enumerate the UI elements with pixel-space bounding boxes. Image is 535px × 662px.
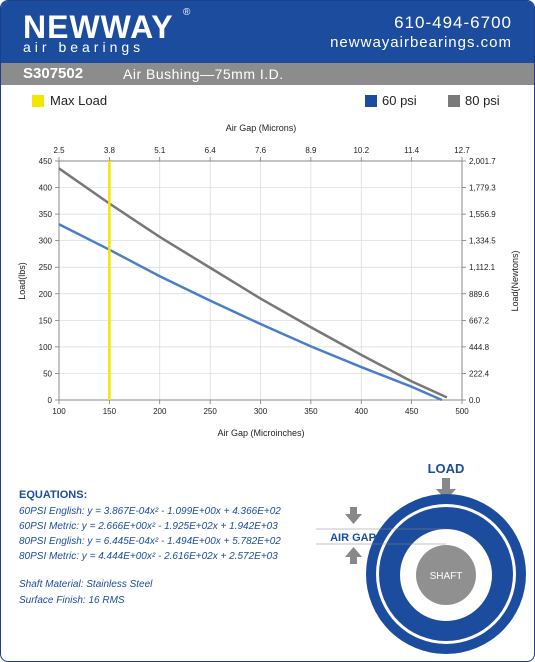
- x-tick-label: 250: [203, 407, 217, 416]
- 80psi-swatch: [448, 95, 460, 107]
- y-tick-label: 400: [39, 184, 53, 193]
- logo: NEWWAY: [23, 9, 174, 45]
- plot-frame: [58, 160, 463, 401]
- x2-tick-label: 5.1: [154, 146, 166, 155]
- y-tick-label: 350: [39, 210, 53, 219]
- shaft: [416, 545, 476, 605]
- y2-tick-label: 667.2: [469, 316, 490, 325]
- 60psi-swatch: [365, 95, 377, 107]
- max-load-legend-label: Max Load: [50, 93, 108, 108]
- x2-tick-label: 2.5: [53, 146, 65, 155]
- equations-title: EQUATIONS:: [19, 489, 88, 501]
- y2-tick-label: 0.0: [469, 396, 481, 405]
- surface-finish: Surface Finish: 16 RMS: [19, 595, 125, 606]
- registered-mark: ®: [183, 7, 191, 18]
- max-load-swatch: [32, 95, 44, 107]
- y-tick-label: 50: [43, 369, 52, 378]
- logo-subtitle: air bearings: [23, 39, 145, 55]
- bushing-diagram: LOAD SHAFT AIR GAP: [316, 461, 526, 654]
- x2-tick-label: 10.2: [353, 146, 369, 155]
- x2-axis-label: Air Gap (Microns): [226, 123, 297, 133]
- x2-tick-label: 7.6: [255, 146, 267, 155]
- x2-tick-label: 3.8: [104, 146, 116, 155]
- y2-tick-label: 889.6: [469, 290, 490, 299]
- air-gap-up-arrow-icon: [345, 547, 362, 564]
- x-tick-label: 500: [455, 407, 469, 416]
- equation-60psi-english: 60PSI English: y = 3.867E-04x² - 1.099E+…: [19, 506, 281, 517]
- x-tick-label: 100: [52, 407, 66, 416]
- equation-60psi-metric: 60PSI Metric: y = 2.666E+00x² - 1.925E+0…: [19, 521, 278, 532]
- x-tick-label: 400: [355, 407, 369, 416]
- x-tick-label: 450: [405, 407, 419, 416]
- y-tick-label: 200: [39, 290, 53, 299]
- series-line-80-psi: [58, 167, 448, 399]
- equation-80psi-metric: 80PSI Metric: y = 4.444E+00x² - 2.616E+0…: [19, 551, 278, 562]
- y-tick-label: 300: [39, 237, 53, 246]
- y2-tick-label: 1,556.9: [469, 210, 496, 219]
- load-chart: 100 2.5 150 3.8 200 5.1 250 6.4 300 7.6 350 8.9 400 1…: [17, 123, 520, 438]
- y-tick-label: 100: [39, 343, 53, 352]
- part-description: Air Bushing—75mm I.D.: [123, 66, 284, 82]
- x-tick-label: 200: [153, 407, 167, 416]
- x2-tick-label: 8.9: [305, 146, 317, 155]
- y-tick-label: 250: [39, 263, 53, 272]
- y-tick-label: 450: [39, 157, 53, 166]
- y-axis-label: Load(lbs): [17, 262, 27, 300]
- x-tick-label: 300: [254, 407, 268, 416]
- website: newwayairbearings.com: [330, 34, 512, 51]
- shaft-material: Shaft Material: Stainless Steel: [19, 579, 153, 590]
- equation-80psi-english: 80PSI English: y = 6.445E-04x² - 1.494E+…: [19, 536, 281, 547]
- y2-tick-label: 1,112.1: [469, 263, 496, 272]
- grid: [55, 157, 466, 404]
- part-number: S307502: [23, 65, 84, 82]
- header: NEWWAY ® air bearings 610-494-6700 newwa…: [1, 1, 534, 63]
- y2-tick-label: 222.4: [469, 369, 490, 378]
- series-layer: [58, 161, 448, 402]
- x-axis-label: Air Gap (Microinches): [217, 428, 304, 438]
- y-tick-label: 150: [39, 316, 53, 325]
- x-tick-label: 350: [304, 407, 318, 416]
- air-gap-down-arrow-icon: [345, 507, 362, 524]
- y2-tick-label: 1,334.5: [469, 237, 496, 246]
- y2-tick-label: 2,001.7: [469, 157, 496, 166]
- tick-labels: 100 2.5 150 3.8 200 5.1 250 6.4 300 7.6 350 8.9 400 1…: [39, 146, 497, 416]
- x2-tick-label: 12.7: [454, 146, 470, 155]
- y2-tick-label: 1,779.3: [469, 184, 496, 193]
- y2-tick-label: 444.8: [469, 343, 490, 352]
- phone-number: 610-494-6700: [394, 13, 512, 32]
- shaft-label: SHAFT: [430, 571, 463, 582]
- 60psi-legend-label: 60 psi: [382, 93, 417, 108]
- load-label: LOAD: [428, 461, 465, 476]
- x2-tick-label: 6.4: [205, 146, 217, 155]
- y-tick-label: 0: [48, 396, 53, 405]
- air-gap-label: AIR GAP: [330, 532, 376, 544]
- 80psi-legend-label: 80 psi: [465, 93, 500, 108]
- x-tick-label: 150: [103, 407, 117, 416]
- title-bar: S307502 Air Bushing—75mm I.D.: [1, 63, 534, 85]
- y2-axis-label: Load(Newtons): [510, 250, 520, 311]
- series-line-60-psi: [58, 223, 443, 402]
- x2-tick-label: 11.4: [404, 146, 420, 155]
